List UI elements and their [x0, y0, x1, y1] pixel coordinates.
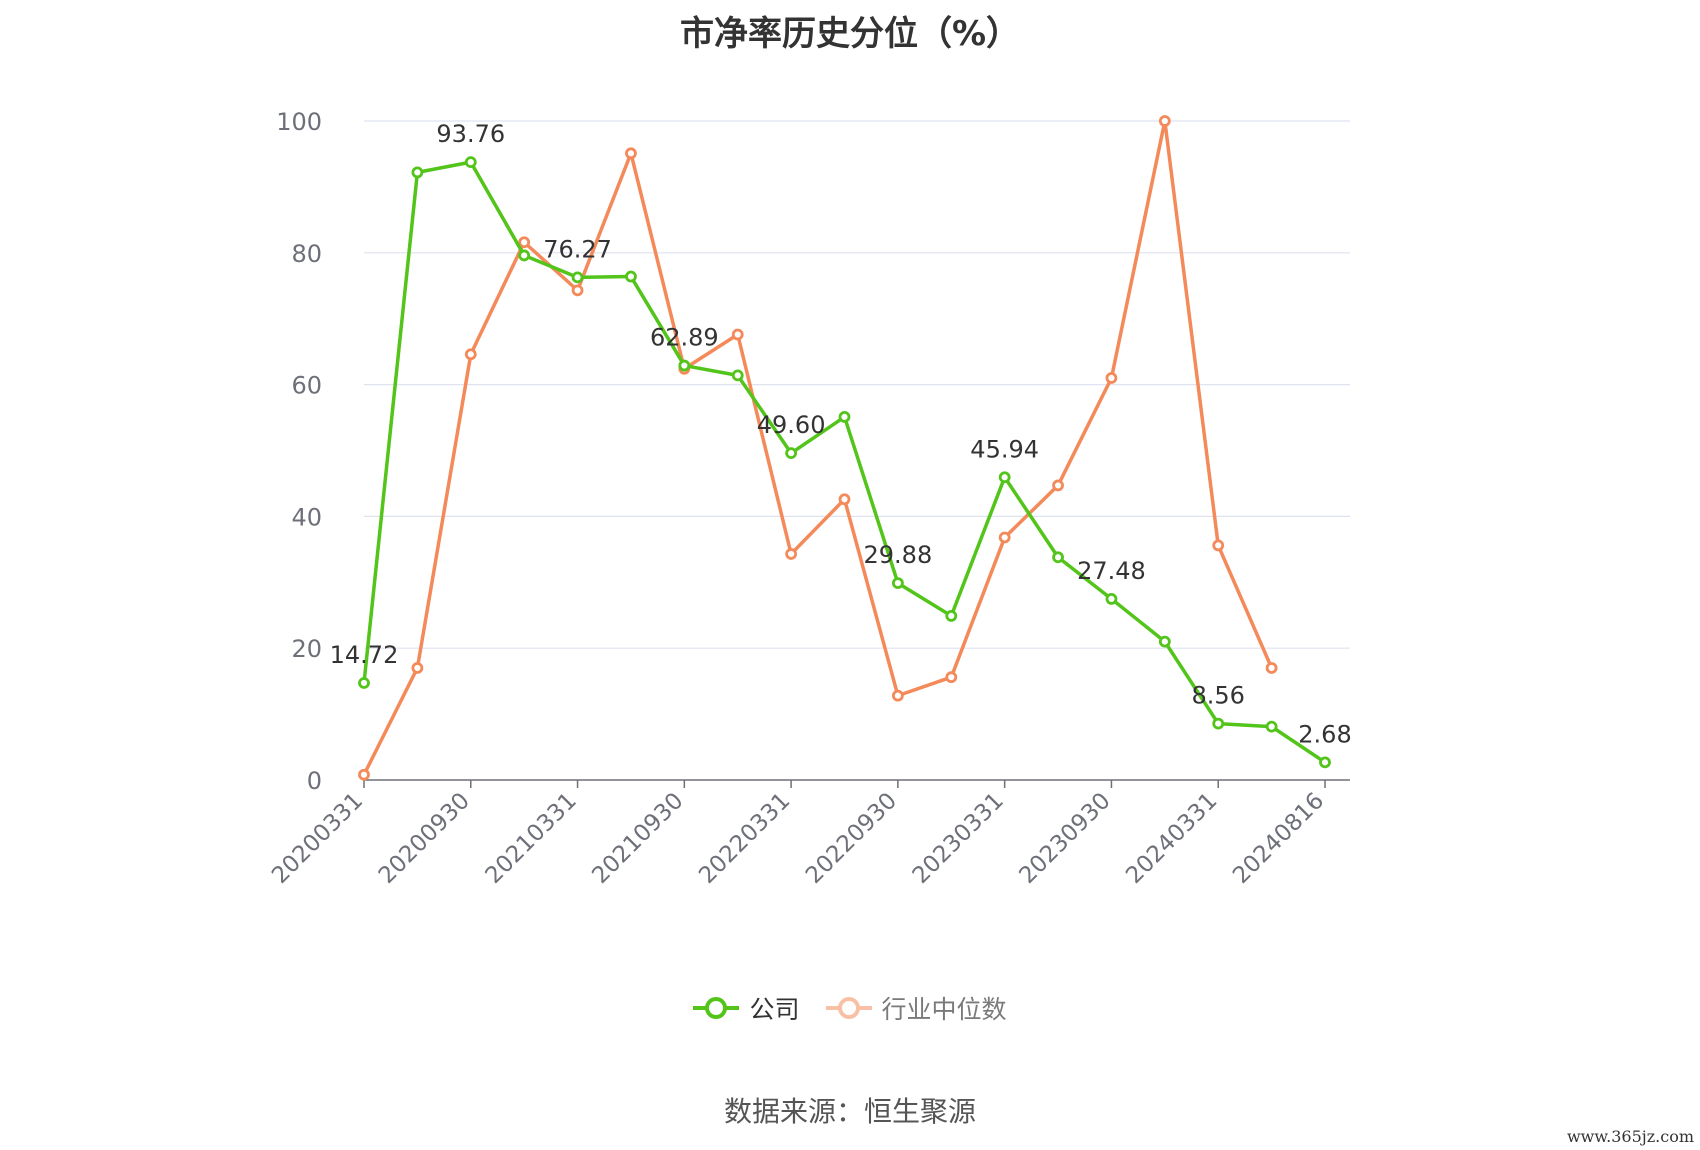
series-layer: [358, 115, 1331, 781]
data-point-company: [625, 270, 637, 283]
y-tick-label: 0: [307, 767, 322, 795]
data-label: 8.56: [1192, 682, 1245, 710]
data-label: 62.89: [650, 324, 719, 352]
data-point-company: [1319, 756, 1331, 769]
data-label: 49.60: [757, 411, 826, 439]
data-point-industry: [625, 147, 637, 160]
watermark: www.365jz.com: [1566, 1127, 1694, 1146]
data-label: 27.48: [1077, 557, 1146, 585]
legend-label-industry: 行业中位数: [881, 995, 1007, 1024]
data-label: 2.68: [1298, 720, 1351, 748]
legend: 公司 行业中位数: [0, 990, 1700, 1026]
data-point-industry: [785, 548, 798, 560]
data-point-company: [1158, 635, 1171, 648]
data-point-industry: [1105, 372, 1118, 384]
data-label: 14.72: [330, 641, 399, 669]
data-source-text: 数据来源：恒生聚源: [723, 1095, 976, 1128]
x-tick-label: 20220331: [694, 788, 795, 889]
x-tick-label: 20220930: [801, 788, 902, 889]
axis-layer: 0 20 40 60 80 100 20200331 20200930 20210331 2021…: [267, 108, 1350, 889]
data-point-company: [518, 249, 531, 262]
x-tick-label: 20240816: [1228, 788, 1329, 889]
data-point-company: [1105, 593, 1118, 605]
x-tick-label: 20230930: [1015, 788, 1116, 889]
x-tick-label: 20240331: [1121, 788, 1222, 889]
data-point-company: [571, 271, 584, 284]
chart-title: 市净率历史分位（%）: [679, 14, 1021, 54]
data-point-industry: [464, 348, 477, 361]
data-point-company: [998, 471, 1011, 484]
label-layer: 14.72 93.76 76.27 62.89 49.60 29.88 45.94 27.48…: [330, 120, 1352, 748]
data-point-industry: [945, 671, 958, 684]
data-point-industry: [358, 768, 370, 781]
data-point-industry: [1052, 479, 1064, 492]
legend-company-marker-icon: [693, 997, 740, 1019]
data-point-industry: [1265, 662, 1278, 674]
y-tick-label: 40: [291, 503, 322, 531]
data-point-industry: [571, 284, 584, 297]
x-tick-label: 20200331: [267, 788, 368, 889]
y-tick-label: 100: [276, 108, 322, 136]
data-point-company: [945, 610, 958, 622]
data-point-industry: [838, 493, 851, 506]
legend-label-company: 公司: [749, 995, 800, 1024]
y-tick-label: 20: [291, 635, 322, 663]
data-point-industry: [891, 689, 904, 702]
grid-layer: [364, 120, 1350, 649]
data-point-industry: [731, 328, 744, 341]
data-label: 93.76: [436, 120, 505, 148]
x-tick-label: 20210331: [481, 788, 582, 889]
data-point-company: [411, 166, 424, 179]
data-point-company: [1212, 717, 1225, 730]
legend-industry-marker-icon: [825, 997, 872, 1019]
x-tick-label: 20200930: [374, 788, 475, 889]
data-point-company: [464, 156, 477, 169]
data-point-industry: [1212, 539, 1225, 552]
x-tick-label: 20230331: [908, 788, 1009, 889]
data-point-industry: [518, 236, 531, 249]
data-point-company: [838, 410, 851, 423]
x-tick-label: 20210930: [587, 788, 688, 889]
legend-item-company[interactable]: 公司: [693, 990, 800, 1026]
data-point-industry: [998, 531, 1011, 544]
data-point-company: [678, 359, 691, 372]
data-point-industry: [411, 662, 424, 674]
series-line-industry: [362, 119, 1274, 776]
legend-item-industry[interactable]: 行业中位数: [825, 990, 1007, 1026]
data-label: 29.88: [864, 541, 933, 569]
data-point-company: [731, 369, 744, 382]
data-point-company: [358, 677, 370, 689]
y-tick-label: 80: [291, 240, 322, 268]
data-point-industry: [1158, 115, 1171, 127]
data-point-company: [785, 447, 798, 460]
y-tick-label: 60: [291, 372, 322, 400]
data-point-company: [1052, 551, 1064, 564]
data-label: 76.27: [543, 235, 612, 263]
data-point-company: [891, 577, 904, 589]
data-point-company: [1265, 720, 1278, 733]
data-label: 45.94: [970, 435, 1039, 463]
